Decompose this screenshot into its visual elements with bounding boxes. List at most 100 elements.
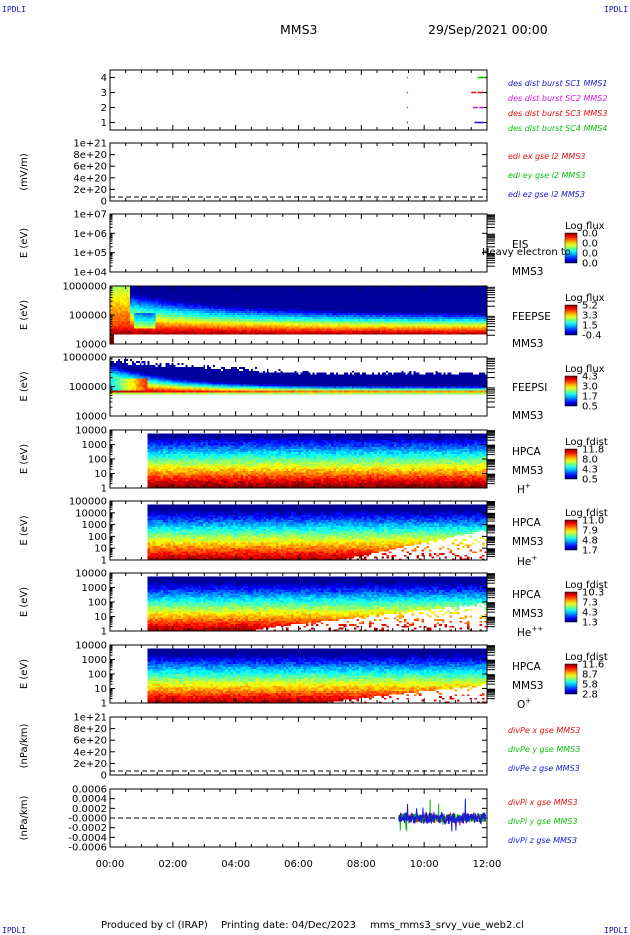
colorbar-tick-label: 1.7 [582,546,598,557]
legend-entry: divPe x gse MMS3 [508,726,580,735]
y-axis-label: (nPa/km) [19,724,30,769]
y-tick-label: 100 [88,455,107,466]
panel-hpca_o: 10000 1000 100 10 1 E (eV) HPCA MMS3 O+ Log fdist… [19,641,608,712]
colorbar-tick-label: 11.8 [582,445,604,456]
footer-producer: Produced by cl (IRAP) [101,920,208,931]
y-tick-label: 0.0004 [72,794,107,805]
colorbar-tick-label: 0.5 [582,402,598,413]
colorbar-tick-label: 2.8 [582,690,598,701]
y-tick-label: 10000 [75,340,107,351]
y-tick-label: 1000000 [62,282,107,293]
y-axis-label: E (eV) [19,659,30,689]
colorbar [564,304,578,336]
colorbar-tick-label: -0.4 [582,331,602,342]
y-tick-label: 10 [94,612,107,623]
y-tick-label: 10000 [75,641,107,652]
colorbar-title: Log fdist [565,437,608,448]
burst-mark [472,106,478,109]
y-tick-label: 2e+20 [73,759,107,770]
y-tick-label: 10000 [75,569,107,580]
colorbar-tick-label: 3.3 [582,311,598,322]
spacecraft-label: MMS3 [512,465,543,477]
legend-entry: divPe y gse MMS3 [508,745,580,754]
colorbar-tick-label: 0.5 [582,475,598,486]
species-label: H+ [517,482,531,496]
y-tick-label: 2e+20 [73,185,107,196]
y-axis-label: (nPa/km) [19,796,30,841]
corner-label-bottom-left: IPDLI [2,926,27,935]
panel-frame [109,716,488,776]
colorbar-tick-label: 0.0 [582,259,598,270]
footer-printing-date: Printing date: 04/Dec/2023 [221,920,357,931]
burst-mark [477,91,483,94]
y-tick-label: 1 [101,556,107,567]
y-tick-label: 100 [88,670,107,681]
colorbar-tick-label: 7.3 [582,598,598,609]
spacecraft-title: MMS3 [280,22,318,37]
y-tick-label: 10 [94,544,107,555]
colorbar-title: Log flux [565,364,605,375]
colorbar [564,663,578,695]
legend-entry: des dist burst SC2 MMS2 [508,94,607,103]
x-tick-label: 04:00 [221,859,250,870]
spacecraft-label: MMS3 [512,608,543,620]
y-axis-label: E (eV) [19,444,30,474]
hpca_h-spectrogram [110,430,487,488]
burst-mark [480,76,486,79]
y-tick-label: 10000 [75,508,107,519]
panel-hpca_he2: 10000 1000 100 10 1 E (eV) HPCA MMS3 He++ Log fdi… [19,569,608,640]
spacecraft-label: MMS3 [512,338,543,350]
species-label: He+ [517,554,537,568]
burst-mark [479,121,485,124]
colorbar [564,519,578,551]
legend-entry: divPi y gse MMS3 [508,817,578,826]
colorbar-tick-label: 1.3 [582,618,598,629]
y-tick-label: 4e+20 [73,173,107,184]
y-tick-label: -0.0002 [68,823,107,834]
y-tick-label: 4 [101,73,107,84]
instrument-label: FEEPSE [512,311,551,323]
legend-entry: des dist burst SC4 MMS4 [508,124,607,133]
burst-mark [406,76,408,79]
burst-mark [477,76,483,79]
y-tick-label: 2 [101,103,107,114]
colorbar-title: Log flux [565,293,605,304]
y-tick-label: 0.0006 [72,785,107,796]
y-axis-label: E (eV) [19,228,30,258]
feepsi-spectrogram [110,357,487,416]
y-tick-label: 8e+20 [73,150,107,161]
x-tick-label: 08:00 [347,859,376,870]
burst-mark [406,106,408,109]
legend-entry: edi ey gse l2 MMS3 [508,171,586,180]
colorbar-tick-label: 8.7 [582,670,598,681]
y-tick-label: 100 [88,598,107,609]
y-tick-label: 1000 [82,655,107,666]
y-tick-label: 1e+21 [73,139,107,150]
colorbar-tick-label: 5.2 [582,301,598,312]
panel-burst: 4 3 2 1 des dist burst SC1 MMS1 des dist burs… [101,69,607,133]
y-tick-label: 0 [101,197,107,208]
feepse-spectrogram [110,286,487,344]
y-axis-label: E (eV) [19,371,30,401]
panel-hpca_h: 10000 1000 100 10 1 E (eV) HPCA MMS3 H+ Log fdist… [19,426,608,497]
colorbar-tick-label: 8.0 [582,455,598,466]
footer-filename: mms_mms3_srvy_vue_web2.cl [370,920,524,931]
y-tick-label: -0.0004 [68,833,107,844]
x-tick-label: 10:00 [410,859,439,870]
x-tick-label: 12:00 [473,859,502,870]
y-tick-label: 0 [101,771,107,782]
panel-frame [109,213,488,273]
colorbar-title: Log flux [565,221,605,232]
burst-mark [406,121,408,124]
colorbar-tick-label: 4.3 [582,372,598,383]
colorbar-tick-label: 5.8 [582,680,598,691]
y-axis-label: (mV/m) [19,153,30,191]
y-tick-label: 1000 [82,520,107,531]
y-tick-label: 1 [101,699,107,710]
overlay-text: Heavy electron to [482,247,571,258]
spacecraft-label: MMS3 [512,410,543,422]
